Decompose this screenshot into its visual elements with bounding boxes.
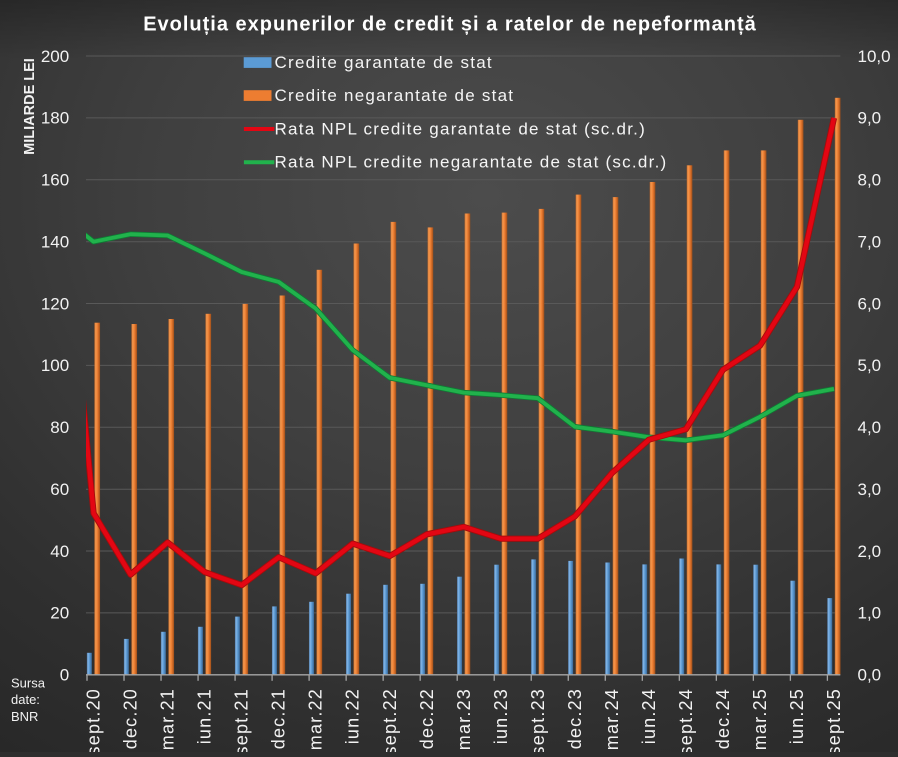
svg-text:mar.21: mar.21 bbox=[158, 688, 178, 750]
svg-text:dec.21: dec.21 bbox=[269, 688, 289, 749]
svg-text:MILIARDE LEI: MILIARDE LEI bbox=[22, 58, 38, 155]
svg-text:iun.24: iun.24 bbox=[639, 688, 659, 744]
svg-text:160: 160 bbox=[41, 171, 69, 190]
svg-text:200: 200 bbox=[41, 47, 69, 66]
svg-text:sept.20: sept.20 bbox=[84, 688, 104, 752]
svg-text:BNR: BNR bbox=[11, 709, 38, 724]
svg-text:100: 100 bbox=[41, 356, 69, 375]
svg-text:180: 180 bbox=[41, 109, 69, 128]
svg-text:sept.21: sept.21 bbox=[232, 688, 252, 752]
svg-text:sept.25: sept.25 bbox=[824, 688, 844, 752]
svg-text:iun.22: iun.22 bbox=[343, 688, 363, 744]
svg-text:5,0: 5,0 bbox=[858, 356, 882, 375]
svg-text:iun.25: iun.25 bbox=[787, 688, 807, 744]
svg-text:40: 40 bbox=[50, 542, 69, 561]
svg-text:mar.24: mar.24 bbox=[602, 688, 622, 750]
svg-text:sept.24: sept.24 bbox=[676, 688, 696, 752]
svg-text:120: 120 bbox=[41, 294, 69, 313]
svg-text:9,0: 9,0 bbox=[858, 109, 882, 128]
svg-text:Rata NPL credite negarantate d: Rata NPL credite negarantate de stat (sc… bbox=[275, 153, 668, 172]
svg-text:mar.23: mar.23 bbox=[454, 688, 474, 750]
svg-text:dec.22: dec.22 bbox=[417, 688, 437, 749]
svg-text:dec.23: dec.23 bbox=[565, 688, 585, 749]
svg-text:1,0: 1,0 bbox=[858, 604, 882, 623]
svg-text:3,0: 3,0 bbox=[858, 480, 882, 499]
svg-text:mar.22: mar.22 bbox=[306, 688, 326, 750]
svg-text:6,0: 6,0 bbox=[858, 294, 882, 313]
svg-text:7,0: 7,0 bbox=[858, 233, 882, 252]
svg-text:date:: date: bbox=[11, 692, 40, 707]
svg-text:dec.20: dec.20 bbox=[121, 688, 141, 749]
svg-text:140: 140 bbox=[41, 233, 69, 252]
svg-text:Credite garantate de stat: Credite garantate de stat bbox=[275, 53, 493, 72]
svg-text:sept.22: sept.22 bbox=[380, 688, 400, 752]
svg-text:sept.23: sept.23 bbox=[528, 688, 548, 752]
svg-text:Credite negarantate de stat: Credite negarantate de stat bbox=[275, 86, 515, 105]
svg-text:iun.23: iun.23 bbox=[491, 688, 511, 744]
svg-text:80: 80 bbox=[50, 418, 69, 437]
svg-text:Evoluția expunerilor de credit: Evoluția expunerilor de credit și a rate… bbox=[143, 14, 757, 36]
svg-text:dec.24: dec.24 bbox=[713, 688, 733, 749]
svg-text:iun.21: iun.21 bbox=[195, 688, 215, 744]
svg-text:Rata NPL credite garantate de: Rata NPL credite garantate de stat (sc.d… bbox=[275, 119, 647, 138]
svg-text:60: 60 bbox=[50, 480, 69, 499]
svg-text:8,0: 8,0 bbox=[858, 171, 882, 190]
svg-text:20: 20 bbox=[50, 604, 69, 623]
svg-text:Sursa: Sursa bbox=[11, 676, 46, 691]
svg-text:10,0: 10,0 bbox=[858, 47, 891, 66]
svg-text:0: 0 bbox=[60, 666, 69, 685]
svg-text:mar.25: mar.25 bbox=[750, 688, 770, 750]
svg-text:0,0: 0,0 bbox=[858, 666, 882, 685]
svg-text:2,0: 2,0 bbox=[858, 542, 882, 561]
svg-text:4,0: 4,0 bbox=[858, 418, 882, 437]
